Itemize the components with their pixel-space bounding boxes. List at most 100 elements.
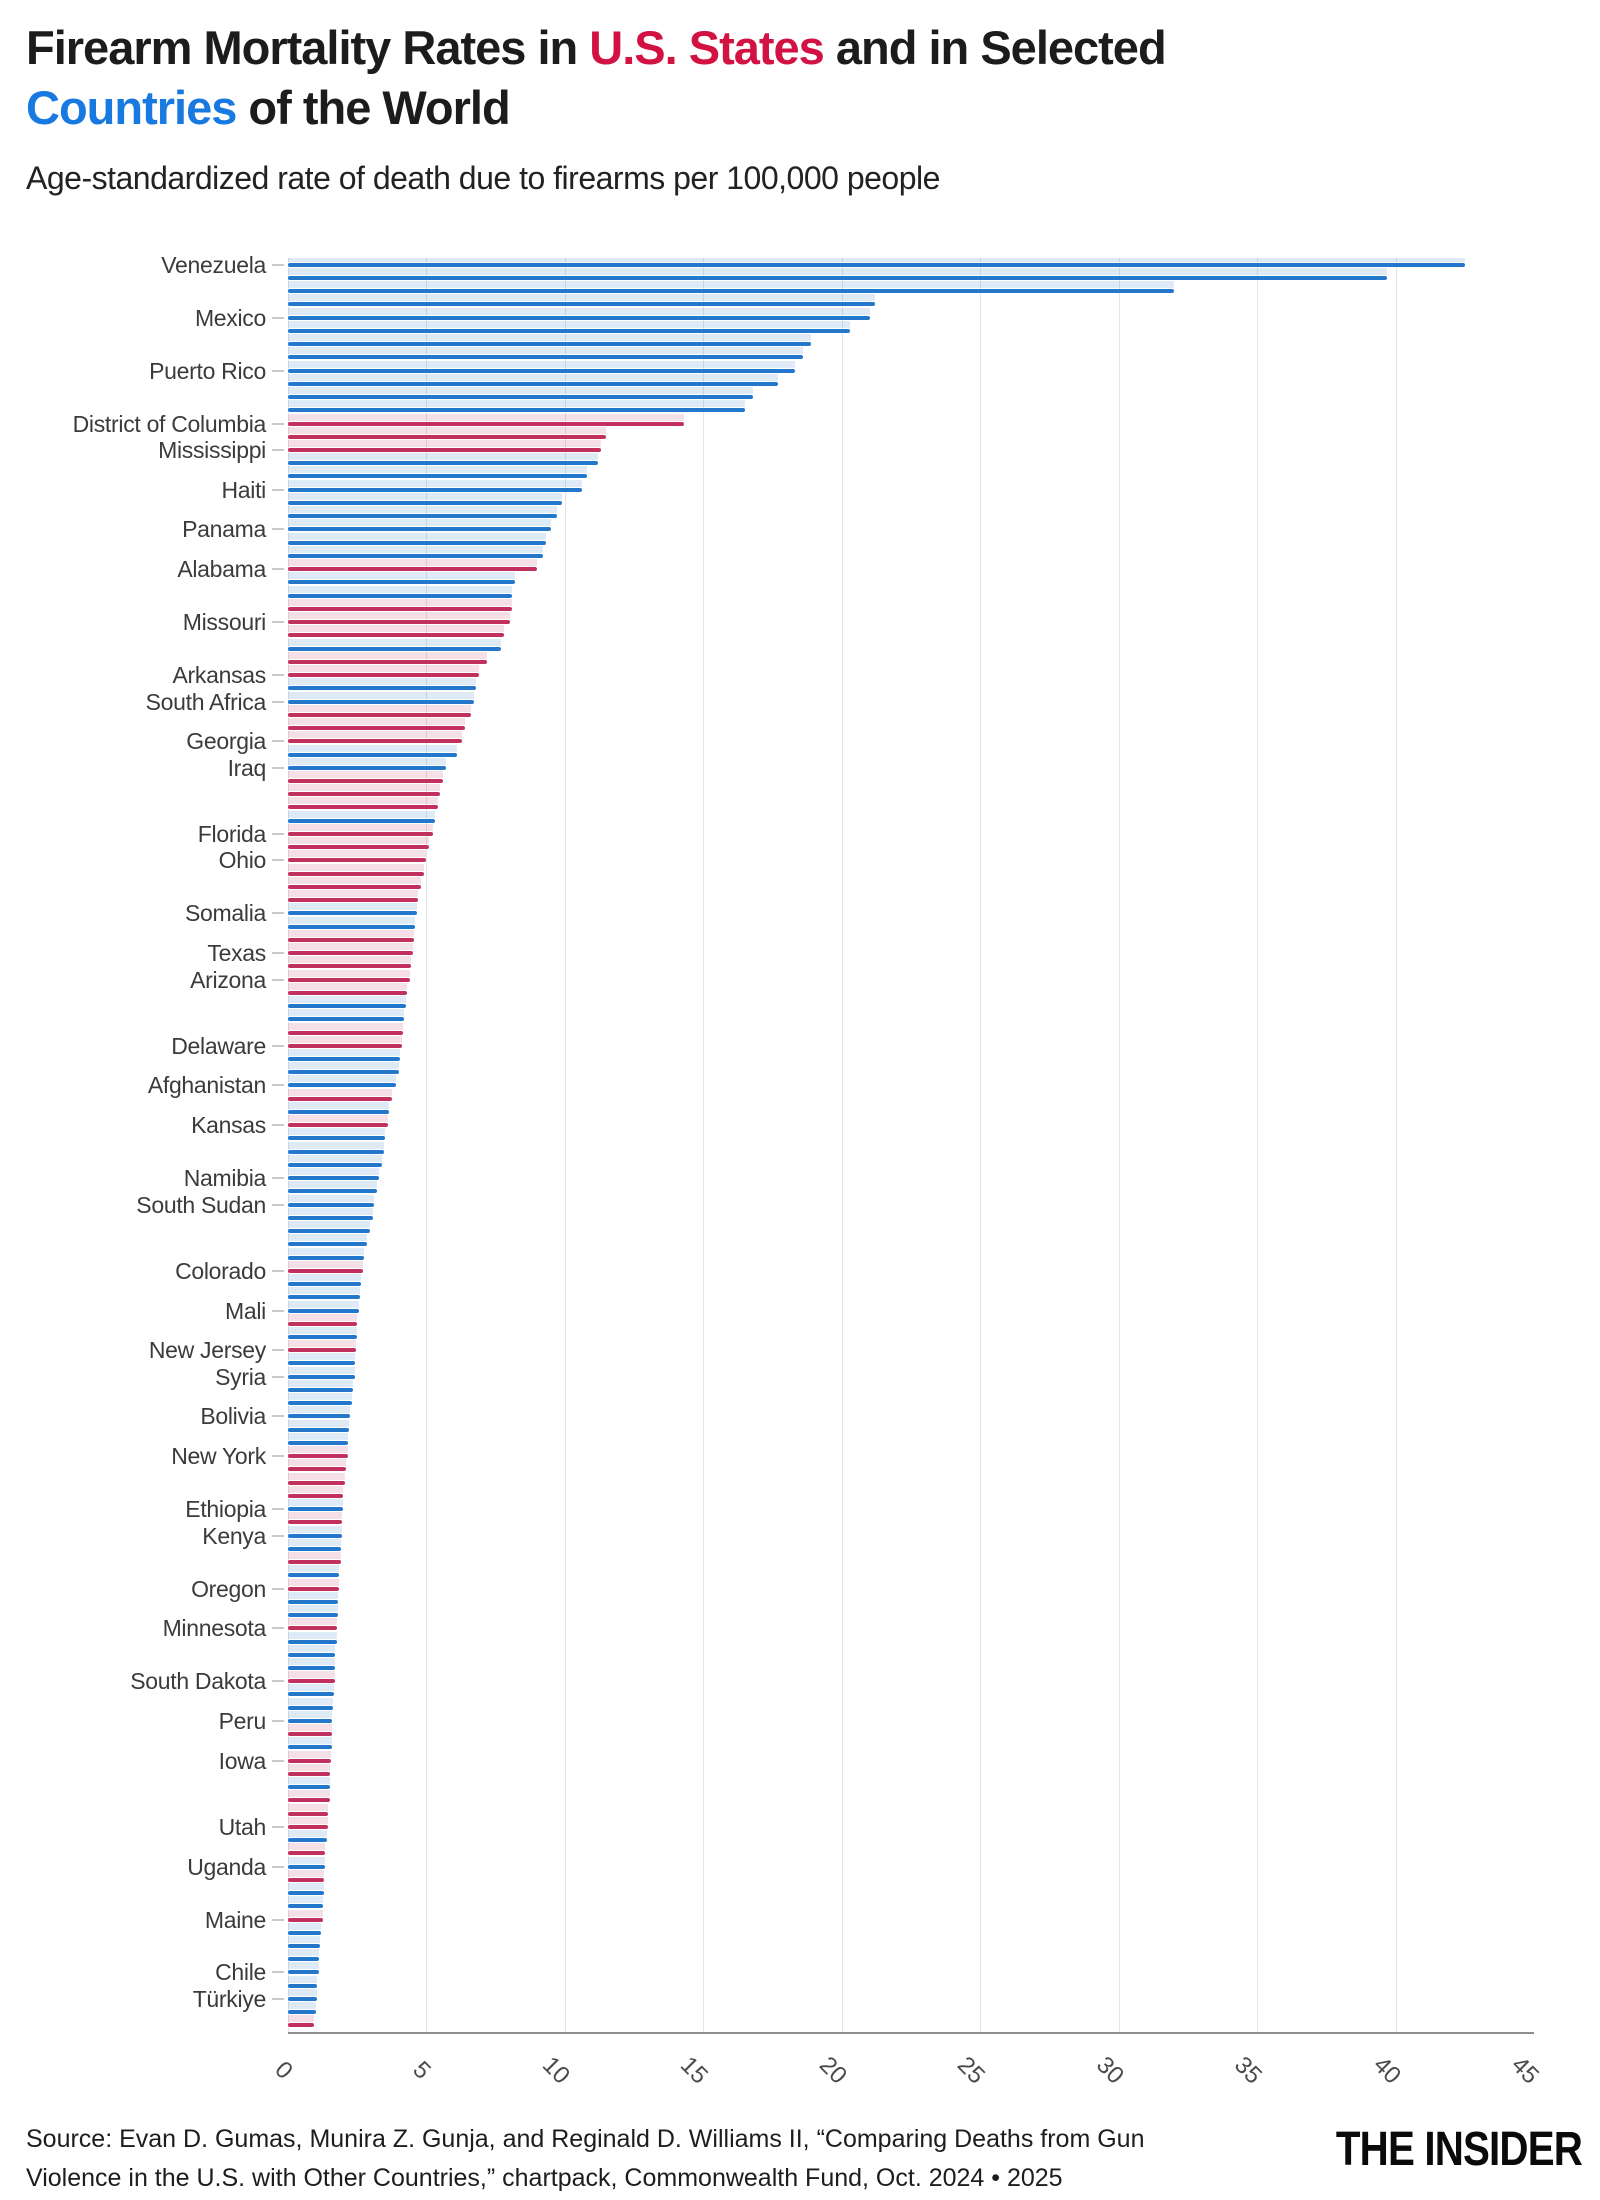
state-bar — [288, 434, 607, 439]
state-bar — [288, 1771, 331, 1776]
country-bar-mexico — [288, 315, 870, 320]
country-bar — [288, 1229, 370, 1234]
x-tick-label-45: 45 — [1506, 2051, 1544, 2090]
bar-halo — [288, 678, 477, 686]
state-bar-oregon — [288, 1586, 340, 1591]
label-dash — [272, 1455, 284, 1458]
bar-halo — [288, 1327, 358, 1334]
state-bar — [288, 606, 513, 611]
bar-halo — [288, 1896, 323, 1904]
state-bar — [288, 778, 444, 783]
country-bar-chile — [288, 1970, 319, 1975]
row-label-mali: Mali — [225, 1297, 266, 1324]
x-tick-label-35: 35 — [1229, 2051, 1268, 2090]
row-label-puerto-rico: Puerto Rico — [149, 357, 266, 384]
state-bar-mississippi — [288, 448, 601, 452]
row-label-afghanistan: Afghanistan — [147, 1072, 266, 1099]
row-label-oregon: Oregon — [191, 1575, 266, 1602]
country-bar — [288, 474, 587, 479]
state-bar-georgia — [288, 739, 463, 744]
bar-halo — [288, 1115, 388, 1123]
state-bar — [288, 990, 408, 995]
bar-halo — [288, 492, 563, 500]
row-label-somalia: Somalia — [185, 900, 266, 927]
state-bar — [288, 1493, 344, 1498]
x-axis-tick-labels: 0 5 10 15 20 25 30 35 40 45 — [269, 2034, 1544, 2104]
label-leader-dashes — [272, 258, 286, 2032]
bar-halo — [288, 1379, 354, 1387]
state-bar-maine — [288, 1917, 323, 1922]
bar-halo — [288, 929, 414, 937]
bar-halo — [288, 969, 410, 977]
bar-halo — [288, 956, 412, 964]
bar-halo — [288, 585, 513, 593]
country-bar — [288, 1282, 362, 1286]
row-label-kenya: Kenya — [202, 1522, 266, 1549]
bar-halo — [288, 1935, 320, 1943]
y-axis-label-column: Venezuela Mexico Puerto Rico District of Co… — [0, 252, 270, 2032]
row-label-delaware: Delaware — [171, 1032, 266, 1059]
state-bar-missouri — [288, 620, 510, 625]
title-text-1: Firearm Mortality Rates in — [26, 21, 590, 74]
bar-halo — [288, 1393, 352, 1401]
label-dash — [272, 978, 284, 981]
bar-halo — [288, 850, 427, 858]
row-label-minnesota: Minnesota — [162, 1615, 267, 1642]
country-bar — [288, 342, 812, 347]
bar-halo — [288, 1909, 323, 1917]
label-dash — [272, 1415, 284, 1418]
label-dash — [272, 1044, 284, 1047]
chart-title: Firearm Mortality Rates in U.S. States a… — [26, 18, 1546, 138]
bar-halo — [288, 347, 803, 355]
bar-halo — [288, 1644, 336, 1652]
bar-halo — [288, 1499, 344, 1507]
x-tick-label-40: 40 — [1367, 2051, 1406, 2090]
country-bar — [288, 1189, 377, 1194]
country-bar — [288, 646, 502, 651]
country-bar — [288, 1149, 384, 1154]
bar-halo — [288, 598, 513, 606]
country-bar-puerto-rico — [288, 368, 795, 373]
row-label-texas: Texas — [207, 940, 266, 966]
label-dash — [272, 1865, 284, 1868]
gridline-15 — [703, 258, 705, 2032]
bar-halo — [288, 334, 812, 342]
label-dash — [272, 1719, 284, 1722]
row-label-missouri: Missouri — [182, 609, 267, 636]
bar-halo — [288, 400, 745, 408]
label-dash — [272, 1587, 284, 1590]
bar-halo — [288, 1260, 363, 1268]
label-dash — [272, 832, 284, 835]
label-dash — [272, 263, 284, 266]
country-bar-haiti — [288, 487, 582, 492]
bar-halo — [288, 996, 406, 1003]
label-dash — [272, 1269, 284, 1272]
label-dash — [272, 859, 284, 862]
x-tick-label-20: 20 — [813, 2051, 852, 2090]
bar-halo — [288, 1062, 399, 1070]
state-bar — [288, 805, 438, 810]
bar-halo — [288, 479, 582, 487]
bar-halo — [288, 1287, 360, 1295]
bar-halo — [288, 1750, 331, 1758]
bar-halo — [288, 718, 466, 725]
state-bar-arkansas — [288, 673, 480, 677]
bar-halo — [288, 426, 607, 434]
state-bar — [288, 964, 412, 969]
bar-halo — [288, 1075, 396, 1083]
label-dash — [272, 1759, 284, 1762]
row-label-south-dakota: South Dakota — [130, 1668, 266, 1695]
label-dash — [272, 1971, 284, 1974]
bar-halo — [288, 943, 413, 950]
country-bar — [288, 289, 1174, 294]
country-bar-ethiopia — [288, 1507, 344, 1512]
row-label-colorado: Colorado — [175, 1257, 266, 1284]
gridline-40 — [1395, 258, 1397, 2032]
state-bar — [288, 871, 424, 876]
row-label-ohio: Ohio — [218, 847, 267, 874]
bar-halo — [288, 1141, 384, 1149]
bar-halo — [288, 1485, 344, 1493]
label-dash — [272, 952, 284, 954]
state-bar-delaware — [288, 1043, 402, 1048]
bar-halo — [288, 744, 457, 752]
